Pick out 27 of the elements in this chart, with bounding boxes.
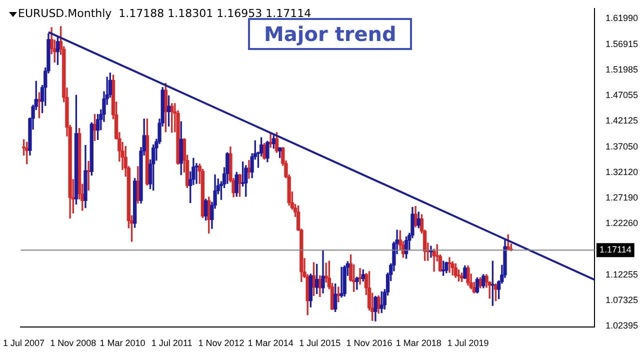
- x-tick-label: 1 Nov 2012: [198, 338, 244, 348]
- x-tick-label: 1 Jul 2011: [151, 338, 192, 348]
- y-tick-label: 1.27190: [605, 192, 638, 203]
- x-tick-label: 1 Nov 2008: [50, 338, 96, 348]
- y-tick-label: 1.56915: [605, 38, 638, 49]
- y-tick-label: 1.61990: [605, 12, 638, 23]
- x-tick-label: 1 Mar 2014: [248, 338, 294, 348]
- y-tick-label: 1.12255: [605, 270, 638, 280]
- x-tick-label: 1 Nov 2016: [346, 338, 392, 348]
- x-tick-label: 1 Mar 2010: [100, 338, 146, 348]
- y-tick-label: 1.47055: [605, 90, 638, 100]
- candlestick: [340, 266, 344, 298]
- y-tick-label: 1.51985: [605, 64, 638, 74]
- y-tick-label: 1.42125: [605, 115, 638, 126]
- y-tick-label: 1.22260: [605, 218, 638, 228]
- y-tick-label: 1.02395: [605, 320, 638, 331]
- y-tick-label: 1.32120: [605, 167, 638, 178]
- chart-title: EURUSD.Monthly 1.17188 1.18301 1.16953 1.17114: [18, 7, 312, 20]
- x-tick-label: 1 Jul 2019: [447, 338, 489, 348]
- candlestick: [429, 246, 433, 258]
- ref-line-label: 1.17114: [599, 244, 632, 255]
- y-tick-label: 1.07325: [605, 295, 638, 306]
- annotation: Major trend: [264, 22, 396, 46]
- y-tick-label: 1.37050: [605, 142, 638, 152]
- x-tick-label: 1 Mar 2018: [396, 338, 442, 348]
- x-tick-label: 1 Jul 2015: [299, 338, 341, 348]
- x-tick-label: 1 Jul 2007: [3, 338, 45, 348]
